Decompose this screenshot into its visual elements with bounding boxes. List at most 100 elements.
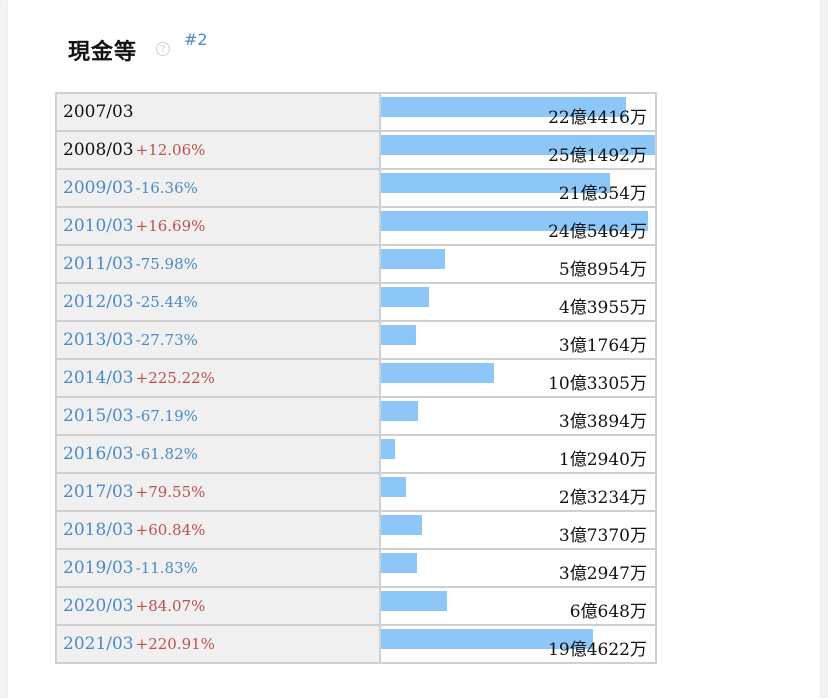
- year-cell: 2016/03 -61.82%: [55, 434, 381, 474]
- page-title: 現金等: [68, 39, 138, 65]
- bar-cell: 5億8954万: [379, 244, 657, 284]
- table-row: 2011/03 -75.98% 5億8954万: [55, 244, 657, 284]
- year-cell: 2021/03 +220.91%: [55, 624, 381, 664]
- table-row: 2008/03 +12.06% 25億1492万: [55, 130, 657, 170]
- value-label: 3億7370万: [558, 526, 647, 546]
- change-label: +79.55%: [135, 483, 206, 501]
- year-label[interactable]: 2011/03: [63, 254, 134, 274]
- change-label: +16.69%: [135, 217, 206, 235]
- year-label[interactable]: 2019/03: [63, 558, 134, 578]
- value-bar: [381, 211, 648, 231]
- value-bar: [381, 287, 429, 307]
- change-label: +60.84%: [135, 521, 206, 539]
- bar-cell: 22億4416万: [379, 92, 657, 132]
- table-row: 2016/03 -61.82% 1億2940万: [55, 434, 657, 474]
- value-label: 3億1764万: [558, 336, 647, 356]
- table-row: 2015/03 -67.19% 3億3894万: [55, 396, 657, 436]
- year-label[interactable]: 2014/03: [63, 368, 134, 388]
- bar-cell: 10億3305万: [379, 358, 657, 398]
- bar-cell: 4億3955万: [379, 282, 657, 322]
- bar-cell: 3億1764万: [379, 320, 657, 360]
- bar-cell: 2億3234万: [379, 472, 657, 512]
- table-row: 2017/03 +79.55% 2億3234万: [55, 472, 657, 512]
- year-label[interactable]: 2010/03: [63, 216, 134, 236]
- year-label[interactable]: 2009/03: [63, 178, 134, 198]
- year-cell: 2017/03 +79.55%: [55, 472, 381, 512]
- year-label[interactable]: 2018/03: [63, 520, 134, 540]
- year-label[interactable]: 2017/03: [63, 482, 134, 502]
- value-label: 25億1492万: [548, 146, 647, 166]
- change-label: -67.19%: [135, 407, 198, 425]
- value-label: 4億3955万: [558, 298, 647, 318]
- year-cell: 2011/03 -75.98%: [55, 244, 381, 284]
- value-label: 6億648万: [569, 602, 647, 622]
- value-bar: [381, 591, 447, 611]
- value-bar: [381, 249, 445, 269]
- table-row: 2009/03 -16.36% 21億354万: [55, 168, 657, 208]
- value-bar: [381, 439, 395, 459]
- year-label[interactable]: 2013/03: [63, 330, 134, 350]
- bar-cell: 19億4622万: [379, 624, 657, 664]
- value-bar: [381, 629, 593, 649]
- year-cell: 2018/03 +60.84%: [55, 510, 381, 550]
- bar-cell: 3億7370万: [379, 510, 657, 550]
- change-label: +225.22%: [135, 369, 215, 387]
- help-icon[interactable]: ?: [156, 42, 170, 56]
- bar-cell: 3億2947万: [379, 548, 657, 588]
- table-row: 2020/03 +84.07% 6億648万: [55, 586, 657, 626]
- table-row: 2014/03 +225.22% 10億3305万: [55, 358, 657, 398]
- value-bar: [381, 325, 416, 345]
- year-cell: 2019/03 -11.83%: [55, 548, 381, 588]
- year-label: 2008/03: [63, 140, 134, 160]
- bar-cell: 1億2940万: [379, 434, 657, 474]
- year-label[interactable]: 2016/03: [63, 444, 134, 464]
- year-cell: 2012/03 -25.44%: [55, 282, 381, 322]
- table-row: 2007/03 22億4416万: [55, 92, 657, 132]
- year-label: 2007/03: [63, 102, 134, 122]
- year-label[interactable]: 2015/03: [63, 406, 134, 426]
- cash-table: 2007/03 22億4416万 2008/03 +12.06% 25億1492万 200…: [55, 92, 657, 664]
- change-label: -61.82%: [135, 445, 198, 463]
- table-row: 2019/03 -11.83% 3億2947万: [55, 548, 657, 588]
- bar-cell: 24億5464万: [379, 206, 657, 246]
- year-label[interactable]: 2020/03: [63, 596, 134, 616]
- change-label: +84.07%: [135, 597, 206, 615]
- value-label: 3億3894万: [558, 412, 647, 432]
- year-cell: 2009/03 -16.36%: [55, 168, 381, 208]
- value-bar: [381, 515, 422, 535]
- table-row: 2021/03 +220.91% 19億4622万: [55, 624, 657, 664]
- value-bar: [381, 401, 418, 421]
- value-bar: [381, 477, 406, 497]
- value-bar: [381, 173, 610, 193]
- value-label: 5億8954万: [558, 260, 647, 280]
- change-label: -75.98%: [135, 255, 198, 273]
- bar-cell: 25億1492万: [379, 130, 657, 170]
- value-label: 19億4622万: [548, 640, 647, 660]
- year-cell: 2008/03 +12.06%: [55, 130, 381, 170]
- year-cell: 2020/03 +84.07%: [55, 586, 381, 626]
- bar-cell: 21億354万: [379, 168, 657, 208]
- value-bar: [381, 135, 655, 155]
- table-row: 2013/03 -27.73% 3億1764万: [55, 320, 657, 360]
- change-label: +220.91%: [135, 635, 215, 653]
- table-row: 2010/03 +16.69% 24億5464万: [55, 206, 657, 246]
- table-row: 2012/03 -25.44% 4億3955万: [55, 282, 657, 322]
- change-label: -16.36%: [135, 179, 198, 197]
- year-label[interactable]: 2021/03: [63, 634, 134, 654]
- year-cell: 2010/03 +16.69%: [55, 206, 381, 246]
- table-row: 2018/03 +60.84% 3億7370万: [55, 510, 657, 550]
- change-label: -11.83%: [135, 559, 198, 577]
- card: 現金等 ? #2 2007/03 22億4416万 2008/03 +12.06% 25…: [8, 0, 820, 698]
- value-label: 24億5464万: [548, 222, 647, 242]
- bar-cell: 6億648万: [379, 586, 657, 626]
- value-label: 22億4416万: [548, 108, 647, 128]
- value-label: 21億354万: [558, 184, 647, 204]
- value-bar: [381, 553, 417, 573]
- value-label: 10億3305万: [548, 374, 647, 394]
- year-cell: 2013/03 -27.73%: [55, 320, 381, 360]
- year-label[interactable]: 2012/03: [63, 292, 134, 312]
- year-cell: 2014/03 +225.22%: [55, 358, 381, 398]
- year-cell: 2015/03 -67.19%: [55, 396, 381, 436]
- rank-link[interactable]: #2: [184, 30, 208, 49]
- value-label: 2億3234万: [558, 488, 647, 508]
